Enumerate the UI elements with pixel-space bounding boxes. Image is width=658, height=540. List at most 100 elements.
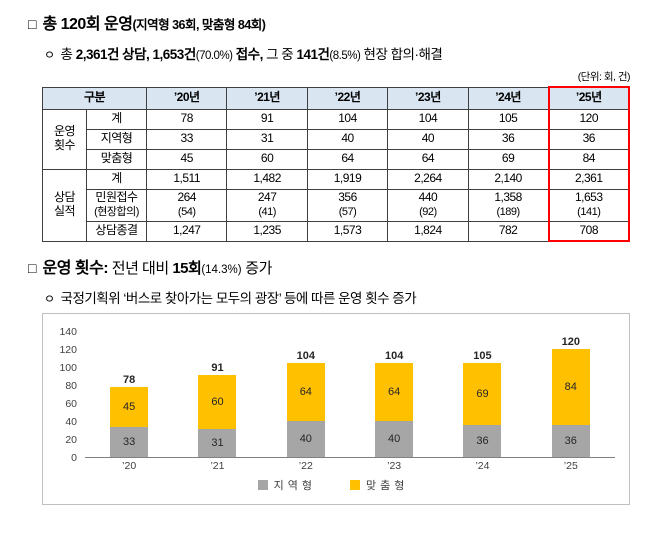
x-axis-label: ’21 xyxy=(210,460,225,472)
bar-segment-custom: 69 xyxy=(463,362,502,425)
column-header-category: 구분 xyxy=(42,86,147,110)
table-cell: 1,824 xyxy=(387,220,469,242)
table-cell-highlighted: 2,361 xyxy=(547,168,631,190)
table-cell: 64 xyxy=(387,148,469,170)
table-cell: 1,919 xyxy=(306,168,389,190)
row-label: 계 xyxy=(86,168,147,190)
y-tick-label: 40 xyxy=(65,416,77,428)
table-cell: 78 xyxy=(145,108,228,130)
table-cell: 104 xyxy=(387,108,469,130)
bar-total-label: 120 xyxy=(561,336,580,349)
row-label-main: 민원접수 xyxy=(95,190,138,205)
operations-bar-chart: 0 20 40 60 80 100 120 140 78 45 33 91 60 31 104 64 40 10… xyxy=(42,313,630,505)
bar-segment-regional: 36 xyxy=(463,424,502,457)
y-tick-label: 80 xyxy=(65,380,77,392)
x-axis-row: ’20 ’21 ’22 ’23 ’24 ’25 xyxy=(51,460,615,472)
row-group-operations: 운영 횟수 xyxy=(42,108,87,170)
section1-title-detail: (지역형 36회, 맞춤형 84회) xyxy=(132,18,266,32)
table-cell: 31 xyxy=(226,128,308,150)
row-label: 계 xyxy=(86,108,147,130)
bar-total-label: 78 xyxy=(123,373,136,386)
table-cell: 782 xyxy=(467,220,550,242)
bar-group: 104 64 40 xyxy=(365,350,423,457)
table-cell: 356 (57) xyxy=(306,188,389,222)
chart-legend: 지역형 맞춤형 xyxy=(51,477,615,493)
x-axis-label: ’24 xyxy=(475,460,490,472)
bar-segment-regional: 40 xyxy=(286,421,325,457)
y-tick-label: 20 xyxy=(65,434,77,446)
summary-text: 그 중 xyxy=(262,47,297,62)
cell-sub: (189) xyxy=(496,206,520,218)
bar-segment-custom: 64 xyxy=(286,363,325,421)
legend-swatch-regional xyxy=(257,480,268,490)
section2-summary-text: 국정기획위 ‘버스로 찾아가는 모두의 광장’ 등에 따른 운영 횟수 증가 xyxy=(60,291,417,306)
cell-main: 247 xyxy=(257,190,277,205)
column-header-year-24: ’24년 xyxy=(467,86,550,110)
section1-title: 총 120회 운영 xyxy=(42,16,133,33)
column-header-year-20: ’20년 xyxy=(145,86,228,110)
table-cell-highlighted: 708 xyxy=(547,220,631,242)
section2-summary: ㅇ 국정기획위 ‘버스로 찾아가는 모두의 광장’ 등에 따른 운영 횟수 증가 xyxy=(44,287,632,307)
table-cell: 104 xyxy=(306,108,389,130)
table-row-counsel-closed: 상담종결 1,247 1,235 1,573 1,824 782 708 xyxy=(43,220,631,242)
section1-heading: □ 총 120회 운영(지역형 36회, 맞춤형 84회) xyxy=(28,10,632,34)
column-header-year-25-highlighted: ’25년 xyxy=(547,86,631,110)
table-row-counsel-total: 상담 실적 계 1,511 1,482 1,919 2,264 2,140 2,… xyxy=(42,168,631,242)
bar-group: 104 64 40 xyxy=(277,350,335,457)
summary-stat-resolved-pct: (8.5%) xyxy=(329,50,361,62)
table-cell: 1,573 xyxy=(306,220,389,242)
unit-note: (단위: 회, 건) xyxy=(577,71,631,83)
table-cell: 2,140 xyxy=(467,168,550,190)
section2-text: 전년 대비 xyxy=(108,260,173,277)
column-header-year-23: ’23년 xyxy=(387,86,469,110)
table-row-complaints: 민원접수 (현장합의) 264 (54) 247 (41) 356 (57) 440 (9… xyxy=(43,188,631,222)
plot-area: 78 45 33 91 60 31 104 64 40 104 64 40 105 69 36 120 84 36 xyxy=(85,332,615,458)
legend-label-custom: 맞춤형 xyxy=(366,480,409,492)
bar-group: 91 60 31 xyxy=(188,362,246,457)
table-cell-highlighted: 36 xyxy=(547,128,631,150)
column-header-year-21: ’21년 xyxy=(226,86,308,110)
bar-segment-custom: 84 xyxy=(551,349,590,425)
legend-item-custom: 맞춤형 xyxy=(350,477,408,493)
table-cell: 247 (41) xyxy=(226,188,308,222)
legend-swatch-custom xyxy=(350,480,360,490)
bar-segment-regional: 40 xyxy=(375,421,414,457)
table-cell: 33 xyxy=(145,128,228,150)
summary-stat-resolved: 141건 xyxy=(296,47,330,62)
square-bullet-icon: □ xyxy=(28,260,37,276)
section2-heading: □ 운영 횟수: 전년 대비 15회(14.3%) 증가 xyxy=(28,254,632,278)
circle-bullet-icon: ㅇ xyxy=(44,48,55,62)
summary-stat-received-pct: (70.0%) xyxy=(195,50,233,62)
cell-sub: (141) xyxy=(577,206,601,218)
table-header-row: 구분 ’20년 ’21년 ’22년 ’23년 ’24년 ’25년 xyxy=(42,86,631,110)
cell-sub: (57) xyxy=(338,206,357,218)
chart-plot-row: 0 20 40 60 80 100 120 140 78 45 33 91 60 31 104 64 40 10… xyxy=(51,326,615,464)
cell-main: 440 xyxy=(418,190,438,205)
table-cell: 45 xyxy=(145,148,228,170)
cell-main: 1,358 xyxy=(494,190,522,205)
table-cell: 2,264 xyxy=(387,168,469,190)
cell-sub: (41) xyxy=(258,206,276,218)
cell-sub: (54) xyxy=(177,206,196,218)
cell-main: 264 xyxy=(177,190,196,205)
table-cell: 69 xyxy=(467,148,550,170)
table-cell: 1,482 xyxy=(226,168,308,190)
table-cell: 40 xyxy=(387,128,469,150)
table-cell: 36 xyxy=(467,128,550,150)
x-axis-label: ’20 xyxy=(122,460,137,472)
y-tick-label: 120 xyxy=(59,344,77,356)
stats-table: 구분 ’20년 ’21년 ’22년 ’23년 ’24년 ’25년 운영 횟수 계… xyxy=(42,86,631,242)
y-tick-label: 100 xyxy=(59,362,77,374)
legend-item-regional: 지역형 xyxy=(257,477,316,493)
x-axis-labels: ’20 ’21 ’22 ’23 ’24 ’25 xyxy=(85,460,615,472)
row-label-sub: (현장합의) xyxy=(94,206,139,218)
summary-text: 현장 합의·해결 xyxy=(360,47,443,62)
row-label-two-line: 민원접수 (현장합의) xyxy=(86,188,147,222)
y-tick-label: 60 xyxy=(65,398,77,410)
x-axis-label: ’25 xyxy=(563,460,578,472)
table-row-custom: 맞춤형 45 60 64 64 69 84 xyxy=(43,148,631,170)
y-axis-spacer xyxy=(51,460,85,472)
row-label: 지역형 xyxy=(86,128,147,150)
summary-text: 총 xyxy=(60,47,76,62)
